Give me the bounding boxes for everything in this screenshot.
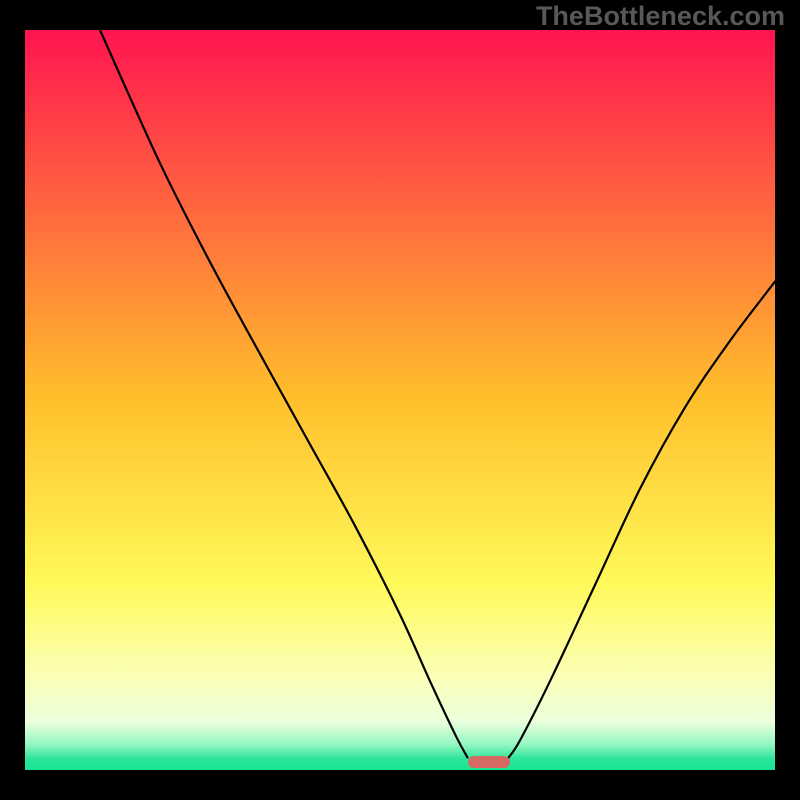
curve-left-branch — [100, 30, 468, 757]
optimal-marker — [468, 756, 511, 768]
bottleneck-chart: TheBottleneck.com — [0, 0, 800, 800]
chart-plot-area — [25, 30, 775, 770]
watermark-text: TheBottleneck.com — [536, 1, 785, 32]
bottleneck-curve — [25, 30, 775, 770]
curve-right-branch — [509, 282, 775, 758]
